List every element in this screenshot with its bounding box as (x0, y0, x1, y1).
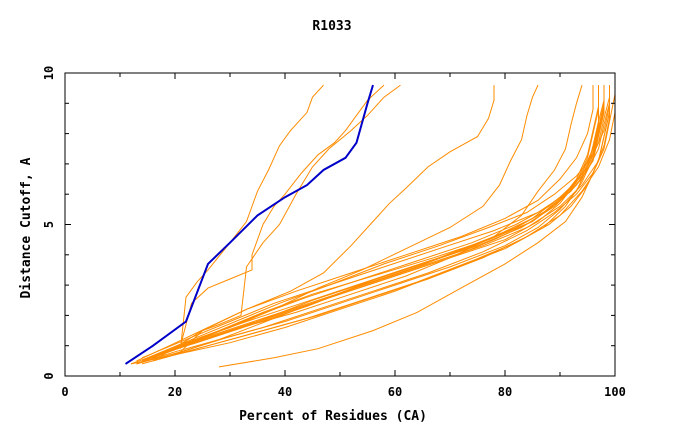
series-line-13 (218, 85, 610, 368)
y-tick-label: 0 (42, 372, 56, 379)
x-axis-label: Percent of Residues (CA) (239, 409, 427, 424)
series-line-4 (152, 85, 495, 362)
highlight-series-line (124, 84, 374, 365)
x-tick-label: 100 (604, 385, 626, 399)
series-line-17 (141, 85, 599, 362)
series-line-11 (130, 85, 605, 365)
y-tick-label: 10 (42, 66, 56, 80)
series-line-5 (147, 84, 539, 362)
x-tick-label: 60 (388, 385, 402, 399)
series-line-16 (147, 85, 605, 359)
x-tick-label: 0 (61, 385, 68, 399)
y-axis-label: Distance Cutoff, A (19, 157, 34, 298)
series-line-12 (152, 85, 616, 362)
y-tick-label: 5 (42, 221, 56, 228)
series-line-9 (136, 85, 616, 365)
series-line-21 (130, 85, 599, 365)
x-tick-label: 80 (498, 385, 512, 399)
series-line-15 (136, 85, 610, 365)
series-line-8 (141, 85, 610, 365)
axis-ticks: 0 20 40 60 80 100 0 5 10 (42, 66, 626, 399)
x-tick-label: 20 (168, 385, 182, 399)
series-line-3 (180, 84, 401, 353)
series-line-23 (158, 85, 610, 356)
series-line-1 (180, 84, 324, 349)
x-tick-label: 40 (278, 385, 292, 399)
series-lines (124, 84, 616, 368)
series-line-22 (174, 85, 599, 350)
chart-title: R1033 (312, 19, 351, 34)
series-line-19 (136, 85, 594, 362)
series-line-24 (141, 85, 599, 359)
series-line-20 (163, 85, 605, 359)
